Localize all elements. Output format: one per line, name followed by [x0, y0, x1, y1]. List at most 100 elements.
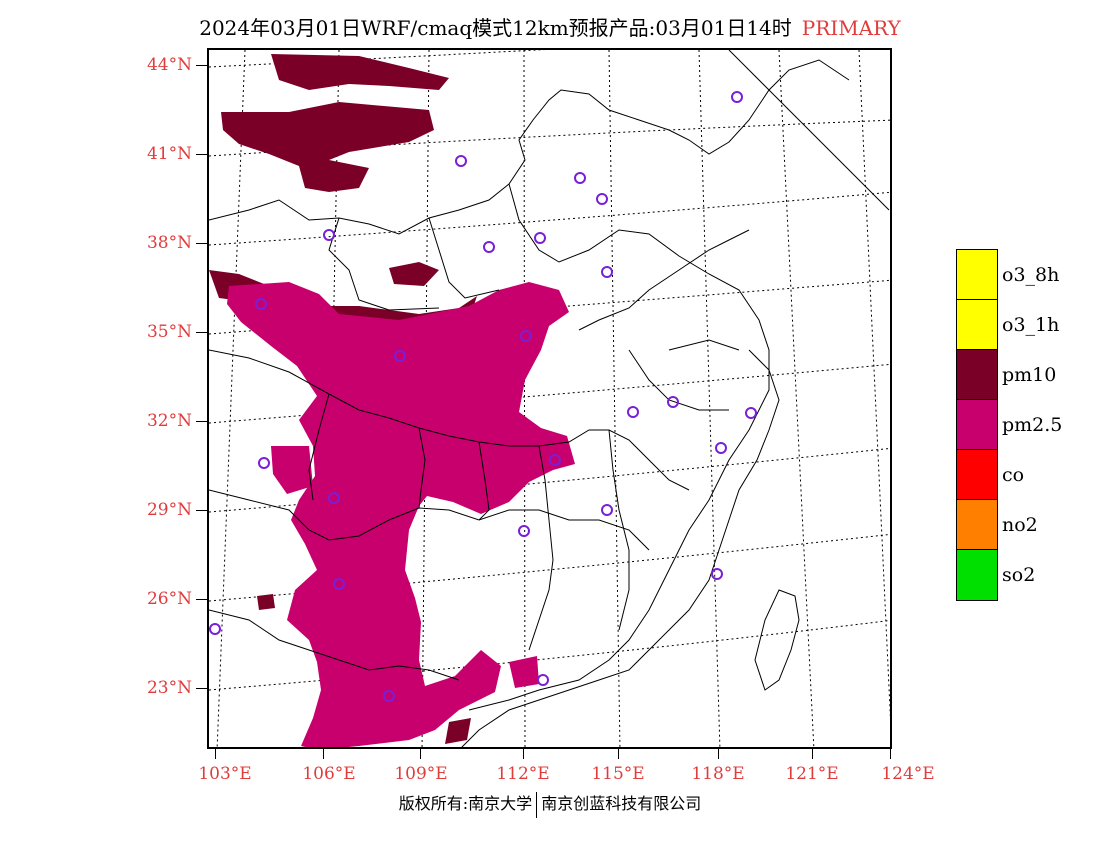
boundary-line — [209, 59, 850, 235]
legend-swatch-o3-8h — [957, 250, 997, 300]
parallel-38 — [209, 191, 890, 246]
lat-tick — [196, 65, 207, 66]
circle-icon — [549, 454, 561, 466]
lon-tick — [420, 749, 421, 759]
circle-icon — [323, 229, 335, 241]
circle-icon — [627, 406, 639, 418]
lat-tick — [196, 599, 207, 600]
legend-swatch-no2 — [957, 500, 997, 550]
lon-label-121: 121°E — [785, 764, 839, 784]
boundary-line — [608, 429, 630, 631]
circle-icon — [596, 193, 608, 205]
boundary-line — [328, 217, 440, 311]
footer: 版权所有:南京大学 南京创蓝科技有限公司 — [0, 790, 1100, 818]
lon-label-124: 124°E — [881, 764, 935, 784]
legend-label-o3-1h: o3_1h — [1002, 314, 1060, 336]
lat-label-23: 23°N — [146, 678, 192, 698]
lat-tick — [196, 243, 207, 244]
pm25-south-patch — [509, 656, 539, 688]
map-panel — [207, 48, 892, 749]
pm25-field — [227, 282, 575, 747]
circle-icon — [394, 350, 406, 362]
circle-icon — [383, 690, 395, 702]
circle-icon — [483, 241, 495, 253]
boundary-line — [209, 349, 690, 491]
lat-tick — [196, 421, 207, 422]
circle-icon — [574, 172, 586, 184]
lon-tick — [812, 749, 813, 759]
pm10-region-inner-mongolia — [221, 102, 434, 192]
circle-icon — [711, 568, 723, 580]
legend-swatch-pm10 — [957, 350, 997, 400]
boundary-line — [209, 489, 650, 551]
lon-tick — [523, 749, 524, 759]
lat-label-32: 32°N — [146, 411, 192, 431]
title-main: 2024年03月01日WRF/cmaq模式12km预报产品:03月01日14时 — [199, 16, 792, 40]
boundary-line — [418, 427, 426, 509]
legend-swatch-pm25 — [957, 400, 997, 450]
boundary-line — [428, 217, 500, 299]
meridian-112 — [523, 50, 526, 747]
legend-label-co: co — [1002, 464, 1025, 486]
coast-bohai — [578, 229, 750, 331]
boundary-line — [528, 445, 554, 651]
boundary-line — [209, 609, 460, 681]
pm25-west-patch — [271, 446, 313, 494]
circle-icon — [745, 407, 757, 419]
legend-label-pm10: pm10 — [1002, 364, 1057, 386]
coast-east — [461, 349, 780, 747]
legend-swatch-co — [957, 450, 997, 500]
circle-icon — [209, 623, 221, 635]
lat-label-29: 29°N — [146, 500, 192, 520]
lon-label-106: 106°E — [302, 764, 356, 784]
circle-icon — [601, 504, 613, 516]
legend-label-so2: so2 — [1002, 564, 1036, 586]
lat-label-41: 41°N — [146, 144, 192, 164]
pm10-region-north — [271, 54, 449, 90]
meridian-103 — [216, 50, 246, 747]
circle-icon — [534, 232, 546, 244]
circle-icon — [518, 525, 530, 537]
lon-label-112: 112°E — [496, 764, 550, 784]
footer-copyright: 版权所有:南京大学 — [398, 794, 533, 813]
circle-icon — [731, 91, 743, 103]
legend-label-no2: no2 — [1002, 514, 1038, 536]
legend-swatch-o3-1h — [957, 300, 997, 350]
lon-tick — [890, 749, 891, 759]
pm10-spot-4 — [445, 718, 471, 744]
pm10-spot-3 — [257, 594, 275, 610]
lon-tick — [618, 749, 619, 759]
meridian-121 — [778, 50, 815, 747]
lat-tick — [196, 510, 207, 511]
lat-tick — [196, 154, 207, 155]
circle-icon — [258, 457, 270, 469]
lon-label-115: 115°E — [591, 764, 645, 784]
lat-tick — [196, 332, 207, 333]
boundary-line — [668, 339, 740, 351]
pm25-main-plume — [227, 282, 575, 747]
circle-icon — [255, 298, 267, 310]
lon-label-109: 109°E — [394, 764, 448, 784]
lat-label-44: 44°N — [146, 55, 192, 75]
lon-label-118: 118°E — [691, 764, 745, 784]
taiwan — [754, 589, 800, 691]
pm10-spot-1 — [389, 262, 439, 286]
lat-label-35: 35°N — [146, 322, 192, 342]
lat-label-38: 38°N — [146, 233, 192, 253]
circle-icon — [667, 396, 679, 408]
meridian-115 — [608, 50, 621, 747]
legend-label-pm25: pm2.5 — [1002, 414, 1063, 436]
lon-label-103: 103°E — [198, 764, 252, 784]
coastline — [461, 50, 890, 747]
lon-tick — [323, 749, 324, 759]
legend-swatch-so2 — [957, 550, 997, 600]
legend-label-o3-8h: o3_8h — [1002, 264, 1060, 286]
legend — [956, 249, 998, 601]
circle-icon — [537, 674, 549, 686]
province-boundaries — [209, 59, 850, 711]
meridian-124 — [858, 50, 890, 720]
lon-tick — [215, 749, 216, 759]
boundary-line — [478, 441, 490, 521]
circle-icon — [328, 492, 340, 504]
coast-north — [728, 50, 890, 211]
